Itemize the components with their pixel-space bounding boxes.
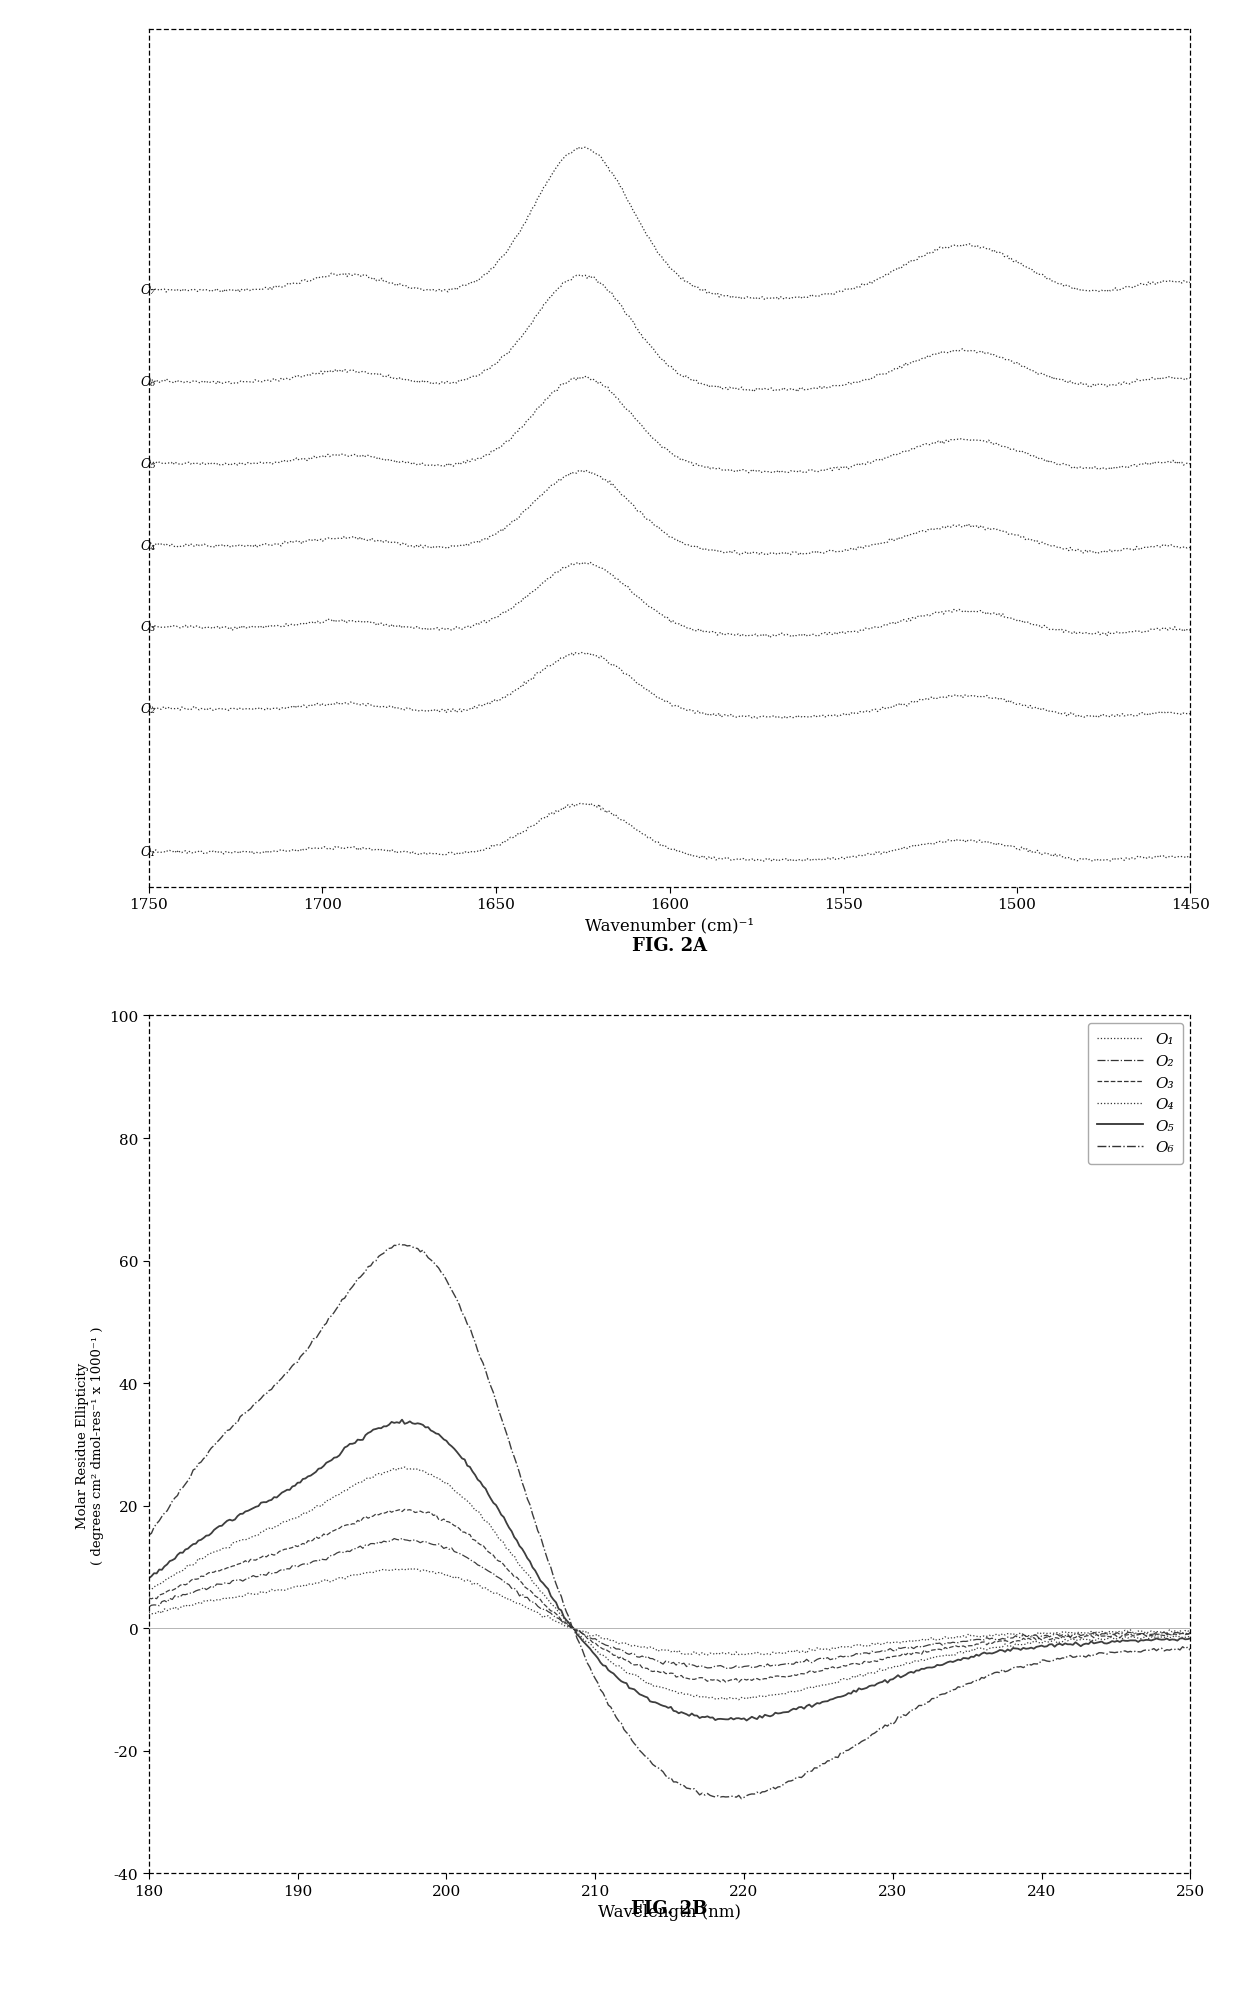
Text: O₆: O₆ [140, 376, 156, 390]
Text: O₃: O₃ [140, 621, 156, 634]
Text: FIG. 2A: FIG. 2A [632, 937, 707, 955]
Text: O₇: O₇ [140, 284, 156, 296]
Text: FIG. 2B: FIG. 2B [631, 1899, 708, 1917]
Text: O₁: O₁ [140, 845, 156, 859]
Text: O₂: O₂ [140, 702, 156, 716]
Legend: O₁, O₂, O₃, O₄, O₅, O₆: O₁, O₂, O₃, O₄, O₅, O₆ [1087, 1024, 1183, 1164]
X-axis label: Wavelength (nm): Wavelength (nm) [598, 1903, 742, 1919]
Y-axis label: Molar Residue Ellipticity
( degrees cm² dmol-res⁻¹ x 1000⁻¹ ): Molar Residue Ellipticity ( degrees cm² … [76, 1325, 104, 1563]
Text: O₅: O₅ [140, 457, 156, 471]
X-axis label: Wavenumber (cm)⁻¹: Wavenumber (cm)⁻¹ [585, 917, 754, 935]
Text: O₄: O₄ [140, 539, 156, 553]
